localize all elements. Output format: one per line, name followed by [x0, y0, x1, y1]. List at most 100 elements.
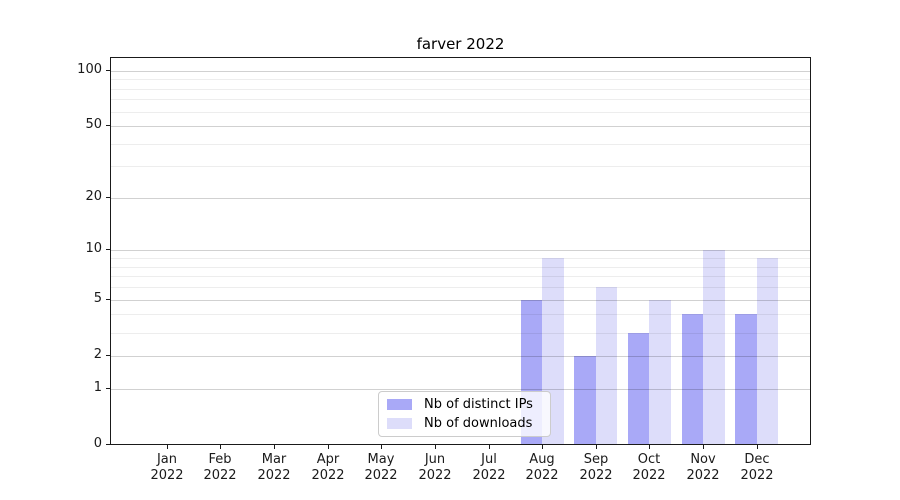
bar-downloads: [649, 299, 671, 444]
legend-label-distinct-ips: Nb of distinct IPs: [424, 397, 533, 412]
x-tick: [489, 445, 490, 449]
gridline-minor: [111, 88, 810, 90]
x-tick-year: 2022: [203, 468, 237, 483]
x-tick-label: Mar 2022: [242, 452, 306, 484]
x-tick-month: Aug: [529, 452, 555, 467]
bar-distinct-ips: [735, 314, 757, 444]
gridline-minor: [111, 287, 810, 289]
x-tick-year: 2022: [632, 468, 666, 483]
x-tick: [703, 445, 704, 449]
x-tick-year: 2022: [472, 468, 506, 483]
x-tick-label: Dec 2022: [725, 452, 789, 484]
bar-downloads: [756, 258, 779, 444]
x-tick-year: 2022: [150, 468, 184, 483]
x-tick-label: Apr 2022: [296, 452, 360, 484]
legend-item-downloads: Nb of downloads: [387, 416, 542, 431]
legend: Nb of distinct IPs Nb of downloads: [378, 391, 551, 437]
x-tick-label: Aug 2022: [510, 452, 574, 484]
gridline-major: [111, 250, 810, 252]
x-tick-label: Jul 2022: [457, 452, 521, 484]
bar-downloads: [595, 287, 618, 444]
gridline-minor: [111, 79, 810, 81]
x-tick-year: 2022: [525, 468, 559, 483]
gridline-minor: [111, 314, 810, 316]
y-tick-label: 100: [77, 62, 102, 77]
gridline-minor: [111, 332, 810, 334]
x-tick-month: Nov: [690, 452, 716, 467]
x-tick: [435, 445, 436, 449]
x-tick-label: May 2022: [349, 452, 413, 484]
x-tick-year: 2022: [364, 468, 398, 483]
gridline-major: [111, 355, 810, 357]
grid-layer: [111, 58, 810, 444]
gridline-minor: [111, 99, 810, 101]
y-tick: [106, 125, 110, 126]
gridline-minor: [111, 266, 810, 268]
x-tick-month: Jul: [481, 452, 497, 467]
y-tick: [106, 355, 110, 356]
x-tick: [757, 445, 758, 449]
bar-distinct-ips: [574, 355, 596, 444]
y-tick: [106, 444, 110, 445]
bar-distinct-ips: [681, 314, 704, 444]
gridline-major: [111, 70, 810, 72]
x-tick: [381, 445, 382, 449]
bar-distinct-ips: [627, 332, 650, 444]
x-tick-month: Oct: [637, 452, 661, 467]
x-tick: [274, 445, 275, 449]
y-tick-label: 5: [93, 291, 102, 306]
x-tick-year: 2022: [311, 468, 345, 483]
y-tick: [106, 388, 110, 389]
chart-title: farver 2022: [416, 35, 505, 53]
x-tick-label: Nov 2022: [671, 452, 735, 484]
y-tick-label: 0: [93, 436, 102, 451]
y-tick: [106, 70, 110, 71]
gridline-major: [111, 388, 810, 390]
y-tick-label: 20: [85, 189, 102, 204]
gridline-minor: [111, 143, 810, 145]
gridline-major: [111, 198, 810, 200]
x-tick-year: 2022: [740, 468, 774, 483]
x-tick-month: Dec: [744, 452, 770, 467]
x-tick-label: Feb 2022: [188, 452, 252, 484]
y-tick-label: 10: [85, 241, 102, 256]
x-tick-month: Apr: [316, 452, 340, 467]
x-tick-year: 2022: [686, 468, 720, 483]
legend-swatch-distinct-ips: [387, 399, 412, 410]
x-tick-label: Jun 2022: [403, 452, 467, 484]
gridline-major: [111, 299, 810, 301]
x-tick-label: Jan 2022: [135, 452, 199, 484]
x-tick-year: 2022: [257, 468, 291, 483]
y-tick: [106, 299, 110, 300]
x-tick: [596, 445, 597, 449]
x-tick-label: Oct 2022: [617, 452, 681, 484]
bars-layer: [111, 58, 810, 444]
bar-downloads: [703, 250, 725, 444]
x-tick-year: 2022: [579, 468, 613, 483]
gridline-minor: [111, 166, 810, 168]
x-tick-month: Sep: [583, 452, 609, 467]
x-tick-year: 2022: [418, 468, 452, 483]
legend-item-distinct-ips: Nb of distinct IPs: [387, 397, 542, 412]
legend-swatch-downloads: [387, 418, 412, 429]
gridline-major: [111, 126, 810, 128]
plot-area: [110, 57, 811, 445]
y-tick-label: 1: [93, 380, 102, 395]
x-tick-month: Jun: [424, 452, 446, 467]
gridline-minor: [111, 111, 810, 113]
x-tick: [649, 445, 650, 449]
y-tick: [106, 197, 110, 198]
x-tick-month: May: [367, 452, 395, 467]
y-tick-label: 50: [85, 117, 102, 132]
x-tick: [167, 445, 168, 449]
x-tick: [542, 445, 543, 449]
x-tick-month: Jan: [156, 452, 178, 467]
x-tick: [328, 445, 329, 449]
legend-label-downloads: Nb of downloads: [424, 416, 533, 431]
y-tick-label: 2: [93, 347, 102, 362]
gridline-minor: [111, 276, 810, 278]
y-tick: [106, 249, 110, 250]
x-tick-label: Sep 2022: [564, 452, 628, 484]
x-tick-month: Mar: [261, 452, 287, 467]
